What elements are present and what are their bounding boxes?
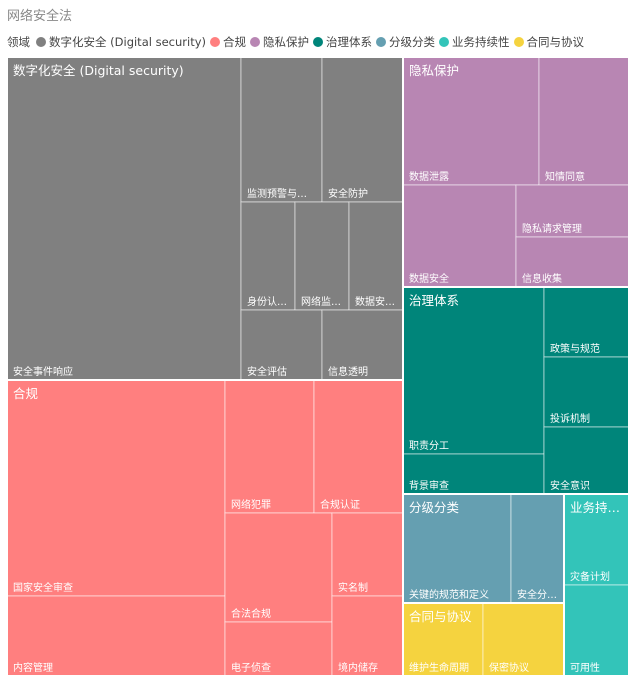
treemap-cell[interactable] (563, 493, 630, 586)
treemap-cell-label: 内容管理 (13, 661, 53, 674)
legend-label: 分级分类 (389, 35, 435, 49)
treemap-group-label: 分级分类 (409, 500, 460, 515)
legend-label: 业务持续性 (452, 35, 510, 49)
legend-title: 领域 (7, 35, 30, 49)
treemap-cell[interactable] (538, 56, 630, 186)
treemap-cell[interactable] (402, 184, 517, 288)
treemap-group[interactable]: 关键的规范和定义 安全分… 分级分类 (402, 493, 565, 604)
legend-item[interactable]: 隐私保护 (250, 34, 309, 50)
treemap-cell-label: 合规认证 (320, 498, 360, 511)
treemap-cell-label: 安全评估 (247, 365, 287, 378)
treemap-group-label: 治理体系 (409, 293, 459, 308)
treemap-cell-label: 实名制 (338, 581, 368, 594)
legend-swatch (513, 37, 524, 47)
treemap-cell[interactable] (510, 493, 565, 604)
treemap-cell-label: 政策与规范 (550, 342, 600, 355)
treemap-group-label: 业务持… (570, 500, 620, 515)
treemap-cell-label: 背景审查 (409, 479, 449, 492)
legend-swatch (210, 37, 220, 47)
treemap-cell[interactable] (515, 184, 630, 238)
treemap-cell-label: 保密协议 (489, 661, 529, 674)
treemap-cell-label: 安全分… (517, 588, 557, 601)
legend-item[interactable]: 合同与协议 (513, 34, 585, 50)
treemap-cell-label: 信息收集 (522, 272, 562, 285)
treemap-group-label: 数字化安全 (Digital security) (13, 63, 184, 78)
legend-label: 数字化安全 (Digital security) (49, 35, 206, 49)
treemap-cell[interactable] (224, 512, 333, 623)
chart-title: 网络安全法 (7, 9, 73, 24)
treemap-cell-label: 安全防护 (328, 187, 368, 200)
treemap-cell-label: 数据安全 (409, 272, 449, 285)
treemap-cell[interactable] (331, 595, 404, 677)
legend-item[interactable]: 治理体系 (313, 34, 372, 50)
treemap-cell-label: 灾备计划 (570, 570, 610, 583)
legend-label: 合同与协议 (526, 35, 585, 49)
treemap-cell[interactable] (402, 493, 512, 604)
treemap-cell-label: 维护生命周期 (409, 661, 469, 674)
treemap-cell-label: 职责分工 (409, 439, 449, 452)
legend-item[interactable]: 业务持续性 (439, 34, 510, 50)
treemap-cell-label: 隐私请求管理 (522, 222, 582, 235)
treemap-cell[interactable] (348, 201, 404, 311)
treemap-cell[interactable] (313, 379, 404, 514)
treemap-group-border (402, 602, 565, 677)
treemap-cell[interactable] (321, 309, 404, 381)
legend-swatch (376, 37, 386, 47)
treemap-cell-label: 数据安… (355, 295, 395, 308)
treemap-cell[interactable] (402, 602, 484, 677)
treemap-cell-label: 网络犯罪 (231, 498, 271, 511)
legend-label: 隐私保护 (263, 35, 309, 49)
treemap-cell[interactable] (321, 56, 404, 203)
treemap-group-label: 合规 (13, 386, 38, 401)
treemap-cell-label: 知情同意 (545, 170, 585, 183)
treemap-cell[interactable] (6, 56, 242, 381)
treemap-cell[interactable] (331, 512, 404, 597)
legend-swatch (313, 37, 323, 47)
treemap-cell-label: 投诉机制 (550, 412, 590, 425)
treemap-group-border (563, 493, 630, 677)
treemap-cell-label: 境内储存 (338, 661, 378, 674)
legend-label: 治理体系 (326, 35, 372, 49)
treemap-group-label: 合同与协议 (409, 609, 472, 624)
treemap-cell-label: 数据泄露 (409, 170, 449, 183)
treemap-cell[interactable] (402, 56, 540, 186)
legend-swatch (250, 37, 260, 47)
treemap-cell[interactable] (563, 584, 630, 677)
treemap-cell[interactable] (224, 379, 315, 514)
treemap-cell-label: 安全意识 (550, 479, 590, 492)
treemap-cell[interactable] (224, 621, 333, 677)
legend-item[interactable]: 合规 (210, 34, 246, 50)
legend-swatch (439, 37, 449, 47)
treemap-cell-label: 可用性 (570, 661, 600, 674)
treemap-cell-label: 身份认… (247, 295, 287, 308)
legend-item[interactable]: 数字化安全 (Digital security) (36, 34, 206, 50)
treemap-cell-label: 关键的规范和定义 (409, 588, 489, 601)
legend-label: 合规 (223, 35, 246, 49)
treemap-cell[interactable] (240, 56, 323, 203)
treemap-cell[interactable] (6, 379, 226, 597)
legend-item[interactable]: 分级分类 (376, 34, 435, 50)
treemap-cell-label: 安全事件响应 (13, 365, 73, 378)
treemap-cell[interactable] (240, 201, 296, 311)
treemap-cell[interactable] (294, 201, 350, 311)
treemap-cell-label: 电子侦查 (231, 661, 271, 674)
treemap-group-label: 隐私保护 (409, 63, 459, 78)
treemap-cell[interactable] (240, 309, 323, 381)
treemap-cell-label: 信息透明 (328, 365, 368, 378)
treemap-cell[interactable] (402, 286, 545, 455)
treemap-cell-label: 监测预警与… (247, 187, 307, 200)
treemap-cell-label: 网络监… (301, 295, 341, 308)
treemap-cell-label: 国家安全审查 (13, 581, 73, 594)
treemap-cell-label: 合法合规 (231, 607, 271, 620)
treemap-cell[interactable] (515, 236, 630, 288)
legend: 领域 数字化安全 (Digital security) 合规 隐私保护 治理体系 分级分… (7, 34, 588, 50)
treemap-group[interactable]: 维护生命周期 保密协议 合同与协议 (402, 602, 565, 677)
legend-swatch (36, 37, 46, 47)
